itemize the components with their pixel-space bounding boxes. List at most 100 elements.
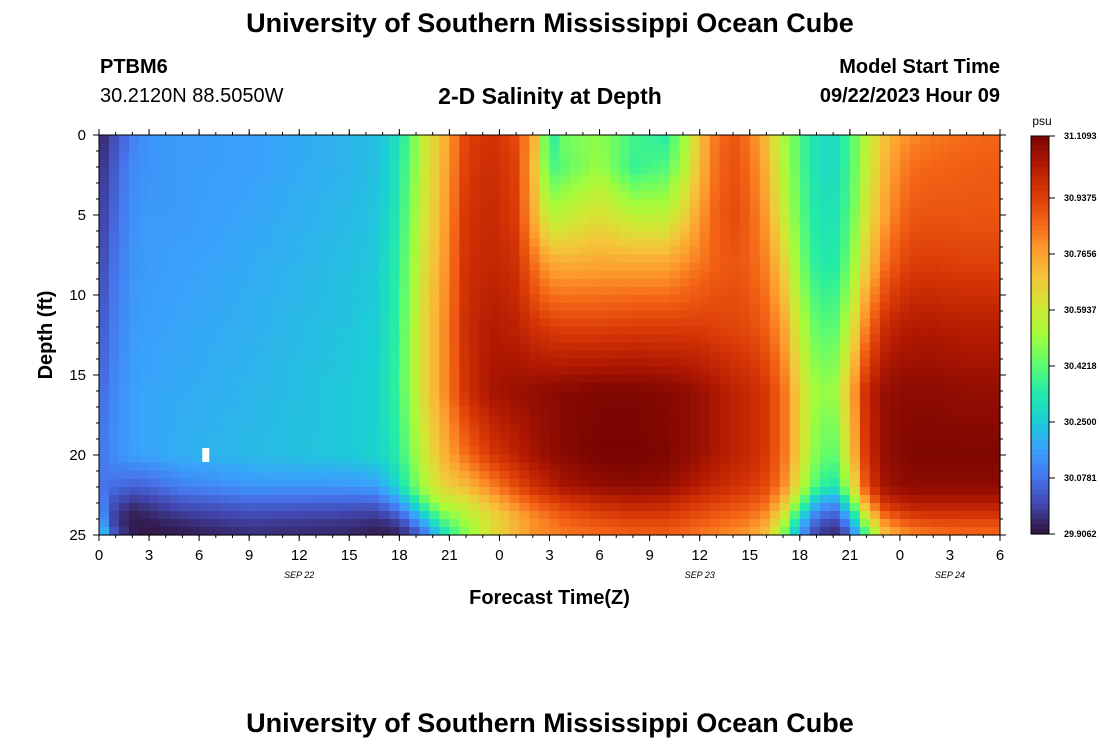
heatmap-cell <box>139 407 150 416</box>
heatmap-cell <box>809 207 821 216</box>
heatmap-cell <box>779 303 791 312</box>
heatmap-cell <box>569 519 581 528</box>
heatmap-cell <box>229 215 240 224</box>
heatmap-cell <box>439 383 450 392</box>
heatmap-cell <box>589 159 601 168</box>
heatmap-cell <box>969 431 981 440</box>
heatmap-cell <box>119 263 130 272</box>
heatmap-cell <box>509 295 521 304</box>
heatmap-cell <box>859 303 871 312</box>
heatmap-cell <box>219 271 230 280</box>
heatmap-cell <box>369 511 380 520</box>
heatmap-cell <box>879 295 891 304</box>
heatmap-cell <box>219 327 230 336</box>
heatmap-cell <box>409 527 420 536</box>
heatmap-cell <box>429 519 440 528</box>
heatmap-cell <box>709 191 721 200</box>
heatmap-cell <box>989 391 1001 400</box>
heatmap-cell <box>349 343 360 352</box>
heatmap-cell <box>659 247 671 256</box>
heatmap-cell <box>239 311 250 320</box>
heatmap-cell <box>959 383 971 392</box>
heatmap-cell <box>799 295 811 304</box>
heatmap-cell <box>689 191 701 200</box>
heatmap-cell <box>689 503 701 512</box>
heatmap-cell <box>569 167 581 176</box>
heatmap-cell <box>909 183 921 192</box>
heatmap-cell <box>939 199 951 208</box>
heatmap-cell <box>769 271 781 280</box>
heatmap-cell <box>879 175 891 184</box>
heatmap-cell <box>909 319 921 328</box>
heatmap-cell <box>679 359 691 368</box>
heatmap-cell <box>949 503 961 512</box>
heatmap-cell <box>909 263 921 272</box>
heatmap-cell <box>389 151 400 160</box>
heatmap-cell <box>949 159 961 168</box>
heatmap-cell <box>729 143 741 152</box>
heatmap-cell <box>619 319 631 328</box>
heatmap-cell <box>339 511 350 520</box>
heatmap-cell <box>279 463 290 472</box>
heatmap-cell <box>819 143 831 152</box>
heatmap-cell <box>699 487 711 496</box>
heatmap-cell <box>429 151 440 160</box>
heatmap-cell <box>329 183 340 192</box>
heatmap-cell <box>739 495 751 504</box>
heatmap-cell <box>759 415 771 424</box>
heatmap-cell <box>359 455 370 464</box>
heatmap-cell <box>609 431 621 440</box>
heatmap-cell <box>719 527 731 536</box>
heatmap-cell <box>539 439 551 448</box>
heatmap-cell <box>829 343 841 352</box>
heatmap-cell <box>779 231 791 240</box>
heatmap-cell <box>199 391 210 400</box>
heatmap-cell <box>889 263 901 272</box>
heatmap-cell <box>719 311 731 320</box>
heatmap-cell <box>349 239 360 248</box>
heatmap-cell <box>989 527 1001 536</box>
heatmap-cell <box>339 407 350 416</box>
heatmap-cell <box>989 399 1001 408</box>
heatmap-cell <box>479 327 491 336</box>
heatmap-cell <box>629 327 641 336</box>
heatmap-cell <box>119 143 130 152</box>
heatmap-cell <box>209 239 220 248</box>
heatmap-cell <box>179 255 190 264</box>
heatmap-cell <box>219 399 230 408</box>
heatmap-cell <box>959 463 971 472</box>
heatmap-cell <box>229 247 240 256</box>
heatmap-cell <box>879 207 891 216</box>
colorbar-segment <box>1031 384 1049 391</box>
heatmap-cell <box>879 271 891 280</box>
heatmap-cell <box>209 151 220 160</box>
heatmap-cell <box>919 367 931 376</box>
colorbar-segment <box>1031 529 1049 535</box>
heatmap-cell <box>99 167 110 176</box>
heatmap-cell <box>749 471 761 480</box>
heatmap-cell <box>179 487 190 496</box>
heatmap-cell <box>429 319 440 328</box>
heatmap-cell <box>979 239 991 248</box>
heatmap-cell <box>139 351 150 360</box>
heatmap-cell <box>129 439 140 448</box>
heatmap-cell <box>319 479 330 488</box>
heatmap-cell <box>529 447 541 456</box>
heatmap-cell <box>579 423 591 432</box>
heatmap-cell <box>129 335 140 344</box>
heatmap-cell <box>139 287 150 296</box>
heatmap-cell <box>549 335 561 344</box>
heatmap-cell <box>679 263 691 272</box>
heatmap-cell <box>279 143 290 152</box>
heatmap-cell <box>709 303 721 312</box>
heatmap-cell <box>809 159 821 168</box>
heatmap-cell <box>229 191 240 200</box>
heatmap-cell <box>259 199 270 208</box>
heatmap-cell <box>929 471 941 480</box>
heatmap-cell <box>709 287 721 296</box>
heatmap-cell <box>819 207 831 216</box>
heatmap-cell <box>839 279 851 288</box>
heatmap-cell <box>409 335 420 344</box>
heatmap-cell <box>819 343 831 352</box>
heatmap-cell <box>649 527 661 536</box>
